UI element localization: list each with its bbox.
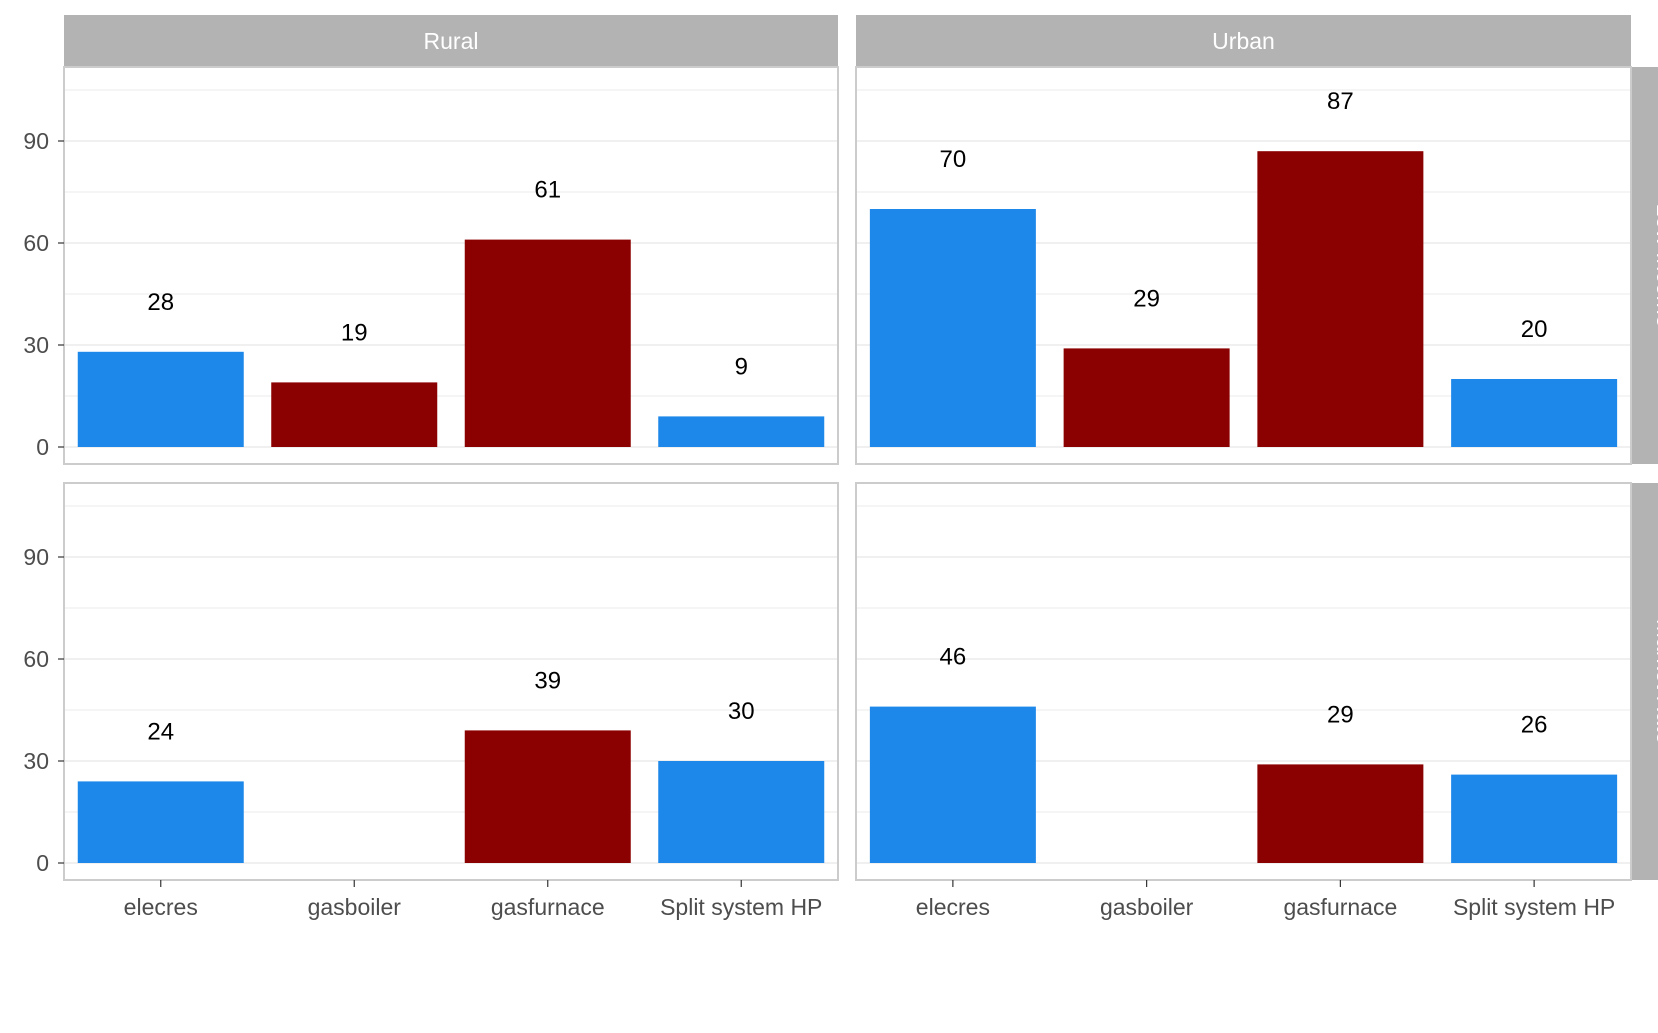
data-label-gasfurnace: 61 [534, 177, 561, 204]
facet-strip-label-market-rate: Market Rate [1652, 619, 1658, 744]
x-tick-label-gasfurnace: gasfurnace [491, 894, 605, 920]
bar-split-system-hp [658, 761, 825, 863]
data-label-gasfurnace: 39 [534, 667, 561, 694]
y-tick-label: 30 [23, 332, 49, 358]
y-tick-label: 0 [36, 850, 49, 876]
y-tick-label: 60 [23, 230, 49, 256]
x-tick-label-gasfurnace: gasfurnace [1283, 894, 1397, 920]
data-label-elecres: 70 [940, 146, 967, 173]
bar-split-system-hp [658, 416, 825, 447]
data-label-gasboiler: 19 [341, 319, 368, 346]
x-tick-label-split-system-hp: Split system HP [1453, 894, 1615, 920]
data-label-split-system-hp: 30 [728, 698, 755, 725]
data-label-gasfurnace: 29 [1327, 701, 1354, 728]
facet-strip-urban [856, 15, 1631, 67]
panel-border [855, 482, 1632, 881]
bar-elecres [77, 781, 244, 863]
y-tick-label: 90 [23, 544, 49, 570]
y-tick-label: 90 [23, 128, 49, 154]
x-tick-label-elecres: elecres [916, 894, 990, 920]
facet-strip-label-rural: Rural [424, 28, 479, 54]
data-label-gasboiler: 29 [1133, 285, 1160, 312]
x-tick-label-gasboiler: gasboiler [308, 894, 402, 920]
panel-border [63, 66, 839, 465]
data-label-split-system-hp: 26 [1521, 712, 1548, 739]
bar-elecres [869, 209, 1036, 447]
y-tick-label: 0 [36, 434, 49, 460]
facet-strip-rural [64, 15, 838, 67]
bar-gasfurnace [464, 730, 631, 863]
y-tick-label: 30 [23, 748, 49, 774]
facet-strip-label-low-income: Low Income [1652, 203, 1658, 327]
x-tick-label-gasboiler: gasboiler [1100, 894, 1194, 920]
panel-border [855, 66, 1632, 465]
data-label-gasfurnace: 87 [1327, 88, 1354, 115]
bar-split-system-hp [1451, 379, 1618, 447]
data-label-elecres: 24 [147, 718, 174, 745]
facet-strip-label-urban: Urban [1212, 28, 1275, 54]
panel-border [63, 482, 839, 881]
bar-elecres [77, 351, 244, 447]
bar-elecres [869, 706, 1036, 863]
bar-gasfurnace [1257, 764, 1424, 863]
facet-strip-low-income [1631, 67, 1658, 464]
facet-strip-market-rate [1631, 483, 1658, 880]
bar-gasfurnace [1257, 151, 1424, 447]
y-tick-label: 60 [23, 646, 49, 672]
bar-gasboiler [271, 382, 438, 447]
bar-gasboiler [1063, 348, 1230, 447]
x-tick-label-elecres: elecres [124, 894, 198, 920]
data-label-split-system-hp: 9 [735, 353, 748, 380]
x-tick-label-split-system-hp: Split system HP [660, 894, 822, 920]
bar-split-system-hp [1451, 774, 1618, 863]
bar-gasfurnace [464, 239, 631, 447]
data-label-elecres: 46 [940, 644, 967, 671]
data-label-elecres: 28 [147, 289, 174, 316]
data-label-split-system-hp: 20 [1521, 316, 1548, 343]
